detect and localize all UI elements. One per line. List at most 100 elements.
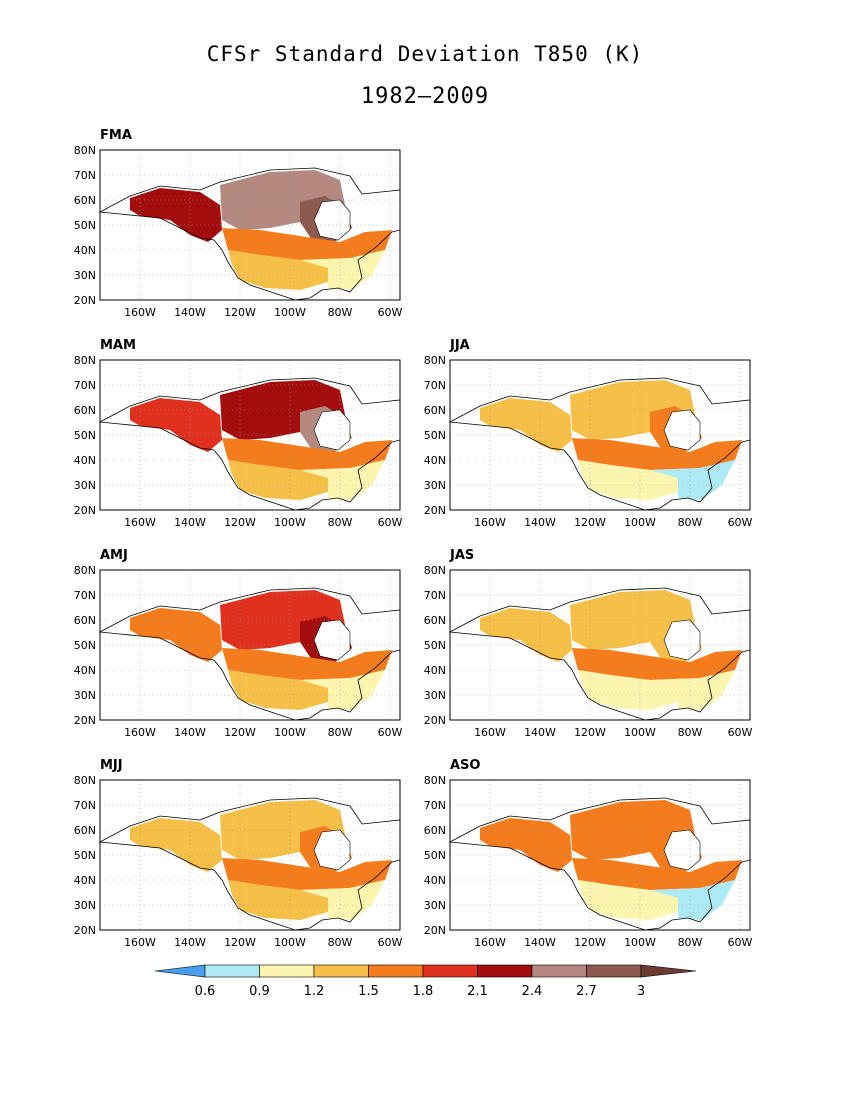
region-northern-us [222,228,392,260]
lon-tick-label: 120W [224,516,256,529]
map-plot: 80N 70N 60N 50N 40N 30N 20N 160W 140W 120W 100W 80W… [74,564,403,739]
lon-tick-label: 160W [124,726,156,739]
lat-tick-label: 50N [424,429,446,442]
region-alaska-west-canada [130,608,222,662]
colorbar-tick-label: 0.9 [249,984,270,999]
lat-tick-label: 50N [74,429,96,442]
lon-tick-label: 160W [474,936,506,949]
lat-tick-label: 80N [424,774,446,787]
lon-tick-label: 100W [274,516,306,529]
masked-area [663,409,701,451]
region-central-us [578,670,680,710]
lon-tick-label: 60W [728,516,753,529]
lon-tick-label: 160W [474,516,506,529]
lat-tick-label: 60N [74,614,96,627]
map-plot: 80N 70N 60N 50N 40N 30N 20N 160W 140W 120W 100W 80W… [74,144,403,319]
lon-tick-label: 80W [328,726,353,739]
lat-tick-label: 40N [74,244,96,257]
lat-tick-label: 60N [74,194,96,207]
coastline [98,587,401,721]
panel-label: AMJ [100,548,128,563]
colorbar-segment [640,964,697,978]
lat-tick-label: 60N [424,404,446,417]
map-plot: 80N 70N 60N 50N 40N 30N 20N 160W 140W 120W 100W 80W… [424,564,753,739]
panel-label: JJA [450,338,470,353]
coastline [98,797,401,931]
lat-tick-label: 20N [74,924,96,937]
region-central-us [228,880,330,920]
lat-tick-label: 40N [74,664,96,677]
masked-area [313,619,351,661]
region-alaska-west-canada [480,608,572,662]
panel-label: MAM [100,338,136,353]
panel-jas: JAS 80N 70N 60N 50N 40N 30N 20N 160W 140W 120W 100… [420,548,760,739]
colorbar-segment [477,964,533,978]
colorbar-segment [204,964,260,978]
colorbar-tick-label: 2.1 [467,984,488,999]
coastline [98,167,401,301]
lon-tick-label: 160W [124,516,156,529]
lon-tick-label: 80W [678,516,703,529]
lon-tick-label: 140W [524,516,556,529]
chart-subtitle: 1982–2009 [360,84,490,109]
coastline [98,377,401,511]
region-northern-us [572,438,742,470]
lon-tick-label: 160W [124,306,156,319]
map-plot: 80N 70N 60N 50N 40N 30N 20N 160W 140W 120W 100W 80W… [74,354,403,529]
lon-tick-label: 80W [328,516,353,529]
lat-tick-label: 60N [74,824,96,837]
lat-tick-label: 20N [74,714,96,727]
colorbar-segment [259,964,315,978]
masked-area [313,409,351,451]
lon-tick-label: 60W [728,726,753,739]
chart-title: CFSr Standard Deviation T850 (K) [206,42,644,66]
colorbar-segment [531,964,587,978]
panel-label: ASO [450,758,481,773]
lat-tick-label: 50N [424,849,446,862]
region-southeast-us [300,250,385,290]
panel-label: FMA [100,128,132,143]
lat-tick-label: 50N [74,639,96,652]
region-southeast-us [650,670,735,710]
region-northern-us [572,858,742,890]
lat-tick-label: 50N [74,219,96,232]
lon-tick-label: 160W [474,726,506,739]
lon-tick-label: 100W [624,516,656,529]
panel-mjj: MJJ 80N 70N 60N 50N 40N 30N 20N 160W 140W 120W 100… [70,758,410,949]
region-central-us [578,460,680,500]
region-alaska-west-canada [130,188,222,242]
region-alaska-west-canada [480,818,572,872]
plot-frame [99,359,401,511]
lat-tick-label: 50N [424,639,446,652]
lat-tick-label: 80N [74,144,96,157]
masked-area [663,829,701,871]
lon-tick-label: 140W [174,306,206,319]
map-plot: 80N 70N 60N 50N 40N 30N 20N 160W 140W 120W 100W 80W… [424,774,753,949]
region-southeast-us [650,460,735,500]
panel-jja: JJA 80N 70N 60N 50N 40N 30N 20N 160W 140W 120W 100… [420,338,760,529]
region-alaska-west-canada [480,398,572,452]
plot-frame [99,149,401,301]
region-alaska-west-canada [130,818,222,872]
lon-tick-label: 60W [378,306,403,319]
lon-tick-label: 140W [524,936,556,949]
region-central-us [228,670,330,710]
lat-tick-label: 70N [74,379,96,392]
colorbar-tick-label: 2.4 [522,984,543,999]
lat-tick-label: 60N [424,614,446,627]
panel-amj: AMJ 80N 70N 60N 50N 40N 30N 20N 160W 140W 120W 100… [70,548,410,739]
colorbar-segment [313,964,369,978]
lat-tick-label: 20N [424,504,446,517]
lon-tick-label: 60W [728,936,753,949]
plot-frame [449,779,751,931]
colorbar-tick-label: 1.2 [304,984,325,999]
lon-tick-label: 60W [378,936,403,949]
lat-tick-label: 70N [74,799,96,812]
masked-area [313,199,351,241]
lat-tick-label: 70N [424,379,446,392]
plot-frame [99,569,401,721]
lat-tick-label: 20N [74,504,96,517]
colorbar-segment [422,964,478,978]
lat-tick-label: 40N [424,454,446,467]
region-southeast-us [300,460,385,500]
